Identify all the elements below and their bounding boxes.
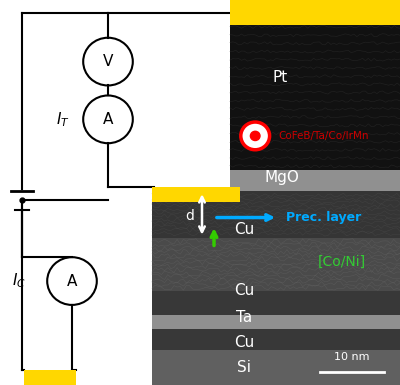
Circle shape	[241, 122, 270, 150]
Text: $I_T$: $I_T$	[56, 110, 70, 129]
Bar	[152, 291, 400, 315]
Text: 10 nm: 10 nm	[334, 352, 370, 362]
Text: d: d	[186, 209, 194, 223]
Bar	[152, 350, 400, 385]
Circle shape	[250, 131, 260, 141]
Text: Si: Si	[237, 360, 251, 375]
Bar	[152, 187, 240, 202]
Text: V: V	[103, 54, 113, 69]
Text: [Co/Ni]: [Co/Ni]	[318, 255, 366, 269]
Text: Cu: Cu	[234, 222, 254, 236]
Bar	[230, 0, 400, 25]
Bar	[230, 25, 400, 170]
Text: Pt: Pt	[272, 70, 288, 84]
Text: A: A	[67, 274, 77, 288]
Bar	[152, 329, 400, 350]
Text: A: A	[103, 112, 113, 127]
Text: Prec. layer: Prec. layer	[286, 211, 361, 224]
Bar	[152, 315, 400, 329]
Bar	[152, 191, 400, 238]
Bar	[230, 170, 400, 191]
Text: Ta: Ta	[236, 310, 252, 325]
Text: Cu: Cu	[234, 335, 254, 350]
Text: MgO: MgO	[264, 171, 300, 185]
Text: $I_C$: $I_C$	[12, 272, 26, 290]
Bar	[152, 238, 400, 291]
Text: Cu: Cu	[234, 283, 254, 298]
Text: CoFeB/Ta/Co/IrMn: CoFeB/Ta/Co/IrMn	[278, 131, 368, 141]
Bar	[24, 370, 76, 385]
Bar	[152, 192, 400, 385]
Bar	[230, 0, 400, 192]
